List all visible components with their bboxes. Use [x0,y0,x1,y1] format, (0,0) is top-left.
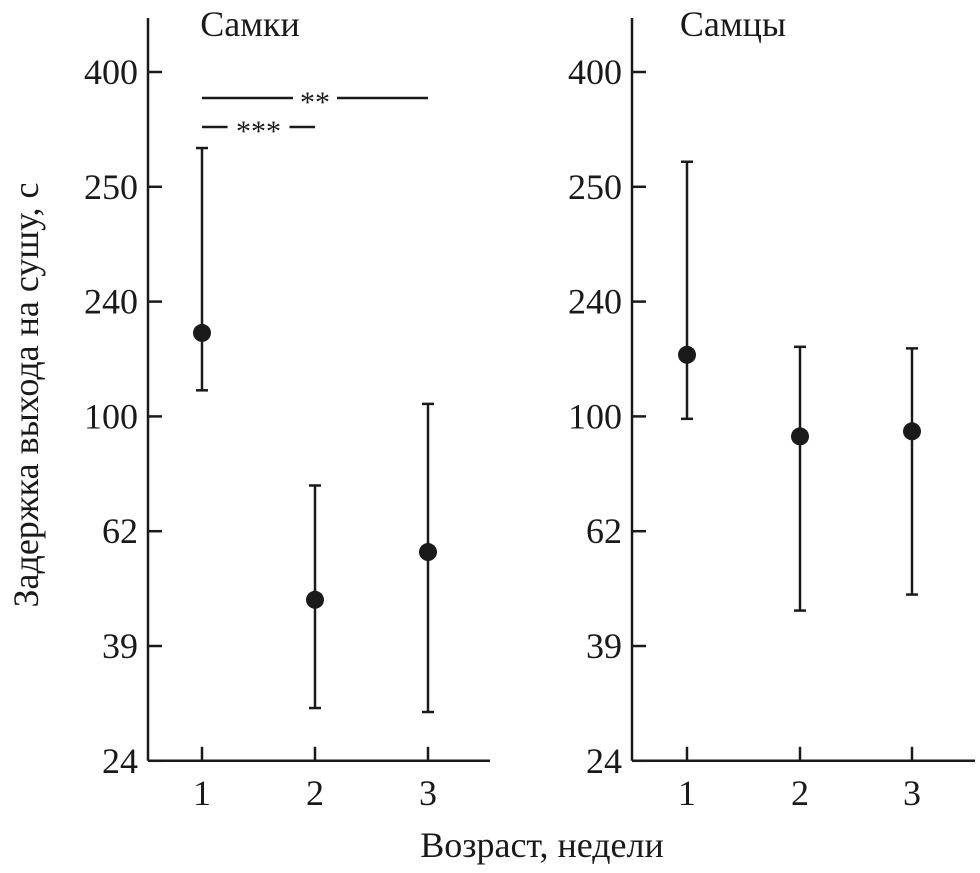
y-tick-label: 250 [568,167,622,207]
panel-title-females: Самки [200,4,300,44]
y-tick-label: 240 [568,282,622,322]
x-tick-label: 3 [419,773,437,813]
x-axis-title: Возраст, недели [420,825,664,865]
y-tick-label: 100 [568,396,622,436]
data-point [678,345,696,364]
x-tick-label: 1 [678,773,696,813]
y-tick-label: 39 [102,626,138,666]
data-point [193,323,211,342]
y-tick-label: 240 [84,282,138,322]
y-axis-title: Задержка выхода на сушу, с [6,182,46,607]
data-point [791,427,809,446]
data-point [903,422,921,441]
y-tick-label: 24 [102,741,138,781]
x-tick-label: 3 [903,773,921,813]
y-tick-label: 62 [586,511,622,551]
y-tick-label: 250 [84,167,138,207]
y-tick-label: 400 [84,52,138,92]
y-tick-label: 100 [84,396,138,436]
x-tick-label: 1 [193,773,211,813]
y-tick-label: 24 [586,741,622,781]
y-tick-label: 39 [586,626,622,666]
data-point [306,590,324,609]
significance-label: *** [236,115,281,148]
significance-label: ** [300,86,330,119]
panel-males: Самцы 24 39 62 100 240 250 400 1 2 3 [568,4,975,813]
panel-title-males: Самцы [680,4,786,44]
x-tick-label: 2 [306,773,324,813]
data-point [419,543,437,562]
y-tick-label: 62 [102,511,138,551]
y-tick-label: 400 [568,52,622,92]
x-tick-label: 2 [791,773,809,813]
